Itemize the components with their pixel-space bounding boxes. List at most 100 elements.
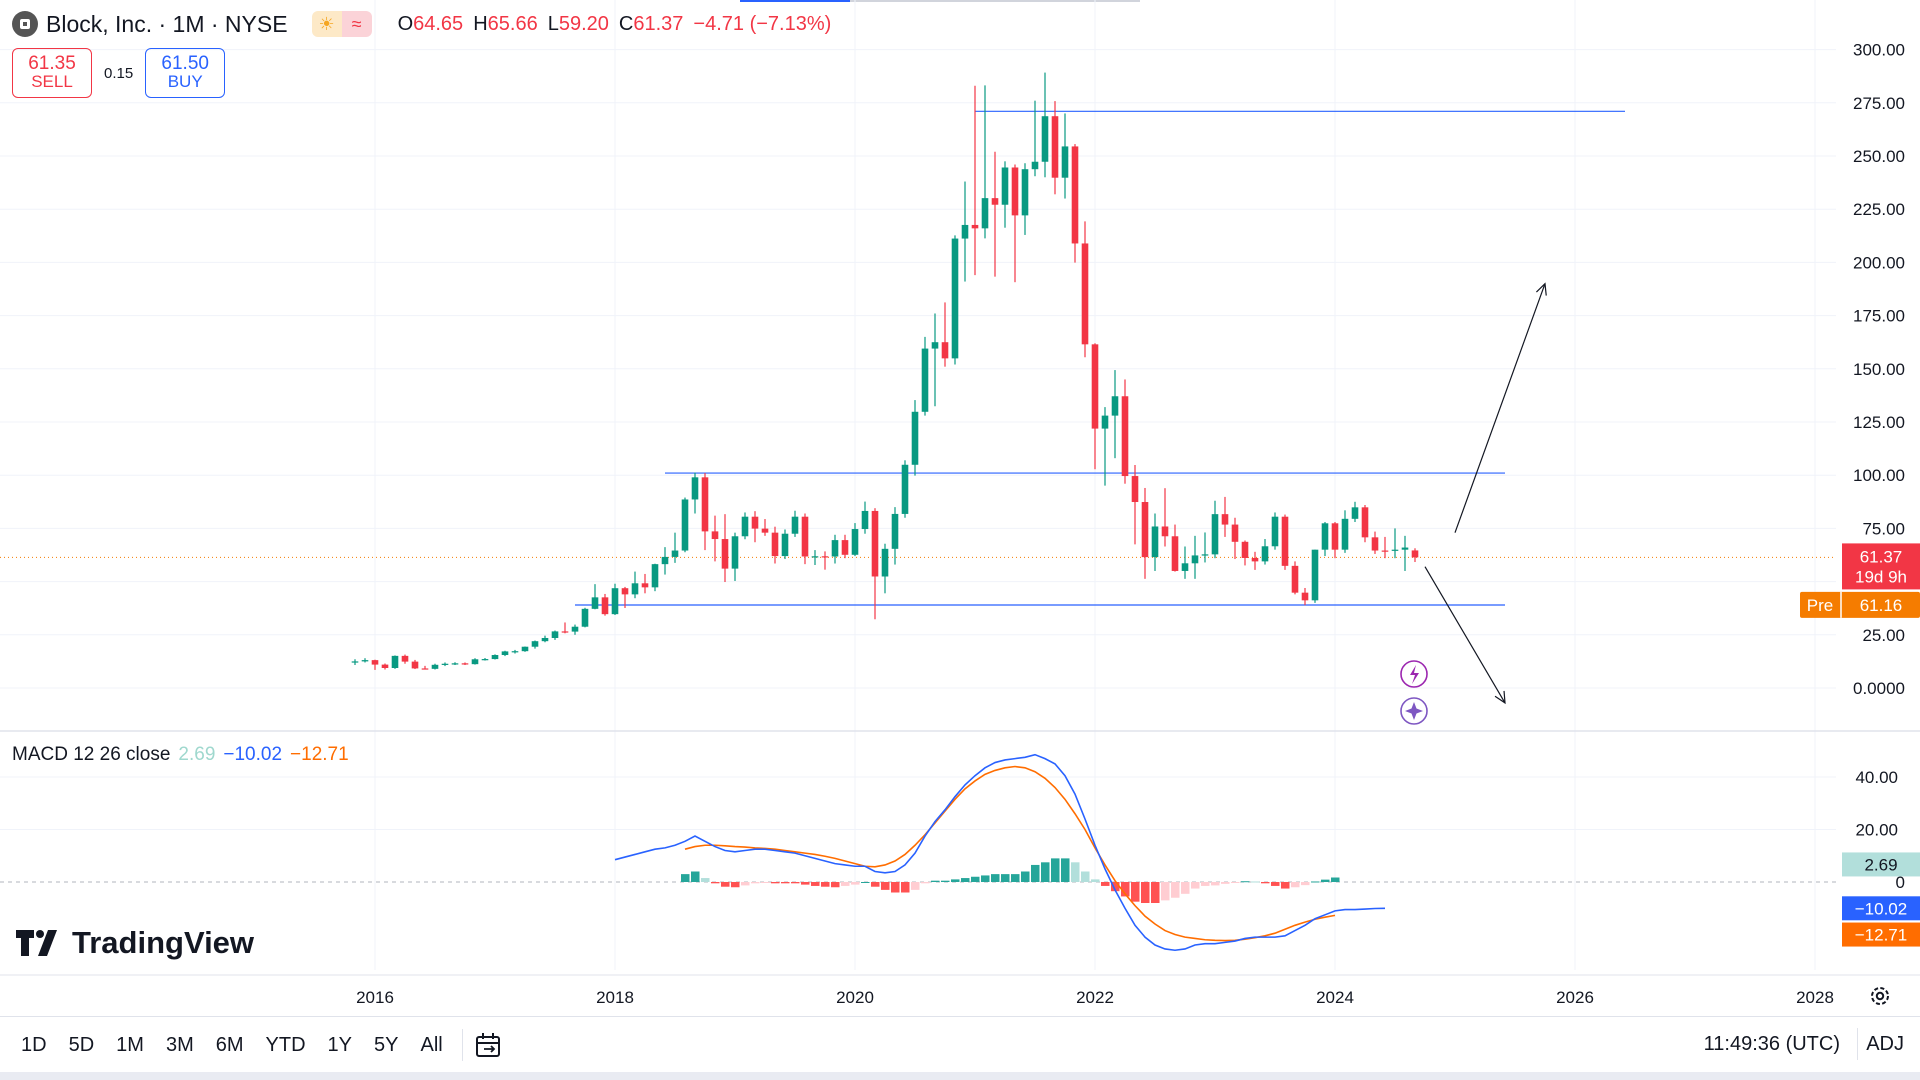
candle-body xyxy=(1101,415,1109,429)
macd-histogram-bar xyxy=(1321,879,1330,882)
range-button-all[interactable]: All xyxy=(420,1033,443,1056)
macd-histogram-bar xyxy=(1241,881,1250,883)
candle-body xyxy=(1141,502,1149,558)
candle xyxy=(731,532,739,581)
brand-name: TradingView xyxy=(72,925,255,960)
macd-histogram-bar xyxy=(1151,882,1160,903)
macd-histogram-bar xyxy=(711,882,720,884)
candle xyxy=(661,547,669,575)
candle xyxy=(441,662,449,667)
candle xyxy=(491,654,499,660)
macd-histogram-bar xyxy=(871,882,880,887)
buy-price: 61.50 xyxy=(161,53,209,74)
candle-body xyxy=(1011,167,1019,216)
candle xyxy=(931,313,939,407)
range-button-1d[interactable]: 1D xyxy=(21,1033,47,1056)
macd-histogram-bar xyxy=(1001,874,1010,882)
tradingview-logo[interactable]: TradingView xyxy=(16,925,254,961)
candle-body xyxy=(1071,146,1079,244)
range-button-5y[interactable]: 5Y xyxy=(374,1033,399,1056)
candle-body xyxy=(911,411,919,465)
buy-button[interactable]: 61.50 BUY xyxy=(145,48,226,98)
range-button-1y[interactable]: 1Y xyxy=(327,1033,353,1056)
candle xyxy=(371,659,379,670)
sparkle-icon[interactable] xyxy=(1400,697,1428,725)
macd-histogram-bar xyxy=(991,874,1000,882)
candle-body xyxy=(831,540,839,557)
macd-histogram-bar xyxy=(1171,882,1180,898)
candle-body xyxy=(941,342,949,359)
range-button-ytd[interactable]: YTD xyxy=(265,1033,306,1056)
candle-body xyxy=(851,529,859,555)
candle xyxy=(1001,161,1009,228)
price-axis-label: 0.0000 xyxy=(1853,679,1905,698)
range-button-3m[interactable]: 3M xyxy=(165,1033,194,1056)
trend-arrow xyxy=(1424,566,1506,704)
macd-histogram-bar xyxy=(931,880,940,882)
open-label: O xyxy=(397,12,414,35)
candles-layer xyxy=(351,72,1419,670)
candle xyxy=(1381,536,1389,559)
candle xyxy=(361,658,369,663)
macd-histogram-bar xyxy=(1271,882,1280,886)
macd-histogram-bar xyxy=(981,875,990,882)
range-button-1m[interactable]: 1M xyxy=(116,1033,144,1056)
time-axis-label: 2028 xyxy=(1796,988,1834,1007)
candle-body xyxy=(431,664,439,669)
range-button-6m[interactable]: 6M xyxy=(215,1033,244,1056)
macd-histogram-bar xyxy=(771,882,780,884)
macd-histogram-bar xyxy=(891,882,900,893)
macd-histogram-bar xyxy=(1231,882,1240,883)
macd-histogram-bar xyxy=(791,882,800,884)
candle-body xyxy=(971,224,979,229)
chart-canvas[interactable]: 40.00 20.00 0 300.00 275.00 250.00 225.00 200.… xyxy=(0,0,1920,1016)
macd-histogram-bar xyxy=(1101,882,1110,886)
candle xyxy=(881,543,889,594)
last-price-tag-text: 19d 9h xyxy=(1855,567,1907,586)
range-button-5d[interactable]: 5D xyxy=(68,1033,95,1056)
candle-body xyxy=(1181,563,1189,571)
macd-legend[interactable]: MACD 12 26 close 2.69 −10.02 −12.71 xyxy=(12,744,349,766)
pre-market-value: 61.16 xyxy=(1860,596,1903,615)
candle-body xyxy=(521,646,529,652)
utc-clock[interactable]: 11:49:36 (UTC) xyxy=(1703,1033,1840,1055)
candle xyxy=(761,519,769,536)
candle-body xyxy=(891,513,899,549)
candle xyxy=(701,473,709,551)
settings-gear-icon[interactable] xyxy=(1868,984,1892,1013)
flash-icon[interactable] xyxy=(1400,660,1428,688)
candle-body xyxy=(501,651,509,656)
candle-body xyxy=(1351,507,1359,519)
time-axis-label: 2018 xyxy=(596,988,634,1007)
sell-price: 61.35 xyxy=(28,53,76,74)
symbol-title[interactable]: Block, Inc. · 1M · NYSE xyxy=(46,10,288,37)
macd-histogram-bar xyxy=(1261,882,1270,884)
candle-body xyxy=(661,556,669,565)
macd-histogram-bar xyxy=(1031,864,1040,882)
sell-button[interactable]: 61.35 SELL xyxy=(12,48,92,98)
candle xyxy=(631,571,639,599)
candle-body xyxy=(801,516,809,557)
candle-body xyxy=(731,536,739,569)
candle-body xyxy=(1041,116,1049,162)
candle xyxy=(531,640,539,649)
candle-body xyxy=(531,641,539,647)
calendar-icon[interactable] xyxy=(471,1028,505,1062)
pre-market-tag-bg xyxy=(1800,591,1920,618)
macd-histogram-bar xyxy=(1181,882,1190,894)
time-axis-label: 2024 xyxy=(1316,988,1354,1007)
time-axis: 2016 2018 2020 2022 2024 2026 2028 xyxy=(356,988,1834,1007)
candle-body xyxy=(1311,549,1319,601)
macd-histogram-bar xyxy=(1201,882,1210,886)
candle xyxy=(651,563,659,592)
session-badges[interactable]: ☀ ≈ xyxy=(311,11,372,37)
macd-histogram-bar xyxy=(1121,882,1130,897)
candle xyxy=(811,550,819,566)
candle xyxy=(551,630,559,640)
adj-toggle[interactable]: ADJ xyxy=(1866,1033,1904,1055)
time-axis-label: 2016 xyxy=(356,988,394,1007)
candle-body xyxy=(761,528,769,533)
candle xyxy=(1221,496,1229,537)
side-icons xyxy=(1400,660,1428,725)
candle xyxy=(771,526,779,564)
